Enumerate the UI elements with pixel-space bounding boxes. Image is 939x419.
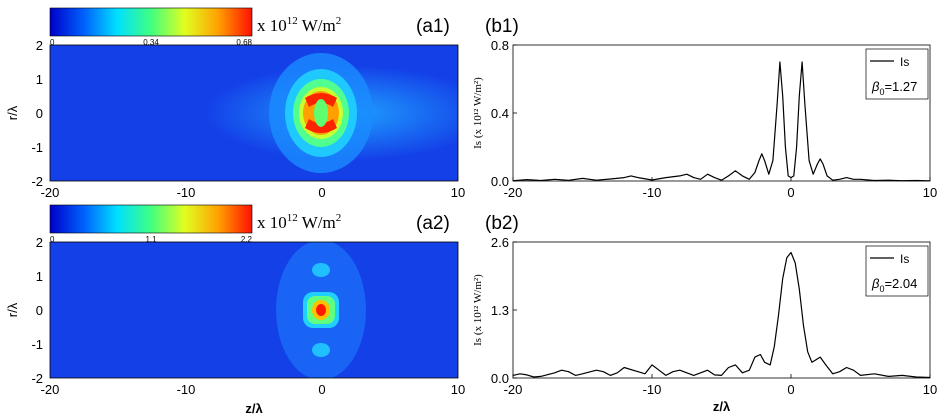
ytick: 0 bbox=[36, 303, 43, 318]
ylabel-a2: r/λ bbox=[5, 302, 20, 317]
ytick-label: 0.8 bbox=[491, 38, 509, 53]
heatmap-a1 bbox=[50, 45, 458, 181]
xtick-label: -20 bbox=[504, 185, 523, 200]
colorbar-ticks-a1: 0 0.34 0.68 bbox=[50, 38, 253, 47]
legend-box bbox=[865, 245, 929, 297]
xtick-label: -10 bbox=[643, 185, 662, 200]
xtick-label: 10 bbox=[923, 185, 937, 200]
heatmap-a2 bbox=[50, 242, 458, 378]
xtick-label: -10 bbox=[643, 382, 662, 397]
ytick: 2 bbox=[36, 38, 43, 53]
xtick: 10 bbox=[451, 382, 465, 397]
ytick: -2 bbox=[31, 371, 43, 386]
colorbar-unit-a1: x 1012 W/m2 bbox=[257, 15, 341, 35]
xtick: -20 bbox=[41, 185, 60, 200]
ytick: -1 bbox=[31, 140, 43, 155]
cb-tick: 2.2 bbox=[241, 235, 253, 244]
panel-label: (b1) bbox=[485, 16, 519, 37]
cb-tick: 0.34 bbox=[143, 38, 159, 47]
ylabel-a1: r/λ bbox=[5, 105, 20, 120]
panel-label-a1: (a1) bbox=[416, 16, 450, 37]
xticks-a2: -20 -10 0 10 bbox=[41, 382, 466, 397]
legend: Is β0=1.27 bbox=[865, 48, 929, 100]
legend-box bbox=[865, 48, 929, 100]
legend-series-label: Is bbox=[900, 55, 909, 69]
colorbar-unit-a2: x 1012 W/m2 bbox=[257, 212, 341, 232]
ytick: 0 bbox=[36, 106, 43, 121]
legend-series-label: Is bbox=[900, 252, 909, 266]
heatmap-a1-features bbox=[269, 53, 373, 173]
colorbar-ticks-a2: 0 1.1 2.2 bbox=[50, 235, 253, 244]
xlabel: z/λ bbox=[713, 399, 731, 414]
panel-a2: 0 1.1 2.2 x 1012 W/m2 (a2) r/λ 2 1 0 -1 … bbox=[5, 204, 466, 416]
xtick: 0 bbox=[318, 382, 325, 397]
series-line-Is bbox=[512, 61, 931, 182]
panel-label-a2: (a2) bbox=[416, 213, 450, 234]
panel-a1: 0 0.34 0.68 x 1012 W/m2 (a1) r/λ 2 1 0 -… bbox=[5, 7, 466, 200]
legend: Is β0=2.04 bbox=[865, 245, 929, 297]
cb-tick: 1.1 bbox=[145, 235, 157, 244]
line-chart-b1: 0.0 0.4 0.8 -20 -10 0 10 Is (x 10¹² W/m²) (b1) Is… bbox=[472, 16, 937, 200]
colorbar-a1 bbox=[49, 7, 253, 37]
xtick: 10 bbox=[451, 185, 465, 200]
yticks-a1: 2 1 0 -1 -2 bbox=[31, 38, 43, 189]
xtick: -10 bbox=[177, 382, 196, 397]
legend-parameter: β0=1.27 bbox=[871, 79, 917, 97]
ytick: 2 bbox=[36, 235, 43, 250]
xticks-a1: -20 -10 0 10 bbox=[41, 185, 466, 200]
series-line-Is bbox=[512, 251, 931, 379]
xtick-label: 0 bbox=[787, 185, 794, 200]
ytick: -2 bbox=[31, 174, 43, 189]
ylabel: Is (x 10¹² W/m²) bbox=[472, 77, 484, 149]
colorbar-a2 bbox=[49, 204, 253, 234]
ytick-label: 0.4 bbox=[491, 106, 509, 121]
xtick-label: -20 bbox=[504, 382, 523, 397]
legend-parameter: β0=2.04 bbox=[871, 276, 917, 294]
ytick-label: 0.0 bbox=[491, 174, 509, 189]
cb-tick: 0 bbox=[50, 38, 55, 47]
xtick-label: 10 bbox=[923, 382, 937, 397]
ylabel: Is (x 10¹² W/m²) bbox=[472, 274, 484, 346]
ytick: 1 bbox=[36, 72, 43, 87]
xtick: 0 bbox=[318, 185, 325, 200]
yticks-a2: 2 1 0 -1 -2 bbox=[31, 235, 43, 386]
xtick: -20 bbox=[41, 382, 60, 397]
xtick: -10 bbox=[177, 185, 196, 200]
ytick-label: 0.0 bbox=[491, 371, 509, 386]
ytick: -1 bbox=[31, 337, 43, 352]
xlabel-a2: z/λ bbox=[245, 401, 263, 416]
ytick-label: 2.6 bbox=[491, 235, 509, 250]
cb-tick: 0.68 bbox=[236, 38, 252, 47]
line-chart-b2: 0.0 1.3 2.6 -20 -10 0 10 Is (x 10¹² W/m²) z/λ (b2… bbox=[472, 213, 937, 414]
heatmap-a2-features bbox=[276, 242, 366, 378]
panel-label: (b2) bbox=[485, 213, 519, 234]
cb-tick: 0 bbox=[50, 235, 55, 244]
ytick-label: 1.3 bbox=[491, 303, 509, 318]
ytick: 1 bbox=[36, 269, 43, 284]
xtick-label: 0 bbox=[787, 382, 794, 397]
